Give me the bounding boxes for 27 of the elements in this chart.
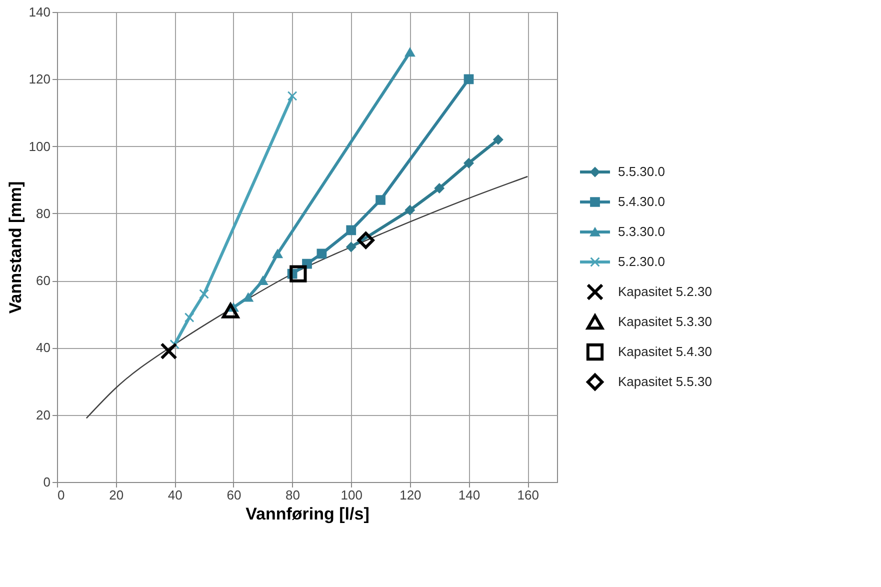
x-tick-label: 20 <box>109 488 124 502</box>
x-tick-label: 160 <box>517 488 539 502</box>
x-tick-label: 80 <box>286 488 300 502</box>
y-axis-title: Vannstand [mm] <box>6 181 25 314</box>
x-tick-label: 120 <box>400 488 422 502</box>
legend-label: 5.2.30.0 <box>618 254 665 269</box>
x-tick-label: 60 <box>226 488 242 502</box>
legend-label: 5.5.30.0 <box>618 164 665 179</box>
y-tick-label: 140 <box>28 4 50 20</box>
y-tick-label: 100 <box>28 138 50 154</box>
x-tick-label: 40 <box>168 488 182 502</box>
y-tick-label: 0 <box>43 474 50 490</box>
y-tick-label: 80 <box>36 206 50 221</box>
x-axis-title: Vannføring [l/s] <box>246 504 370 524</box>
x-tick-label: 140 <box>458 488 480 502</box>
y-tick-label: 40 <box>36 340 50 356</box>
x-tick-label: 100 <box>340 488 362 502</box>
legend-label: 5.4.30.0 <box>618 194 665 209</box>
legend-label: Kapasitet 5.3.30 <box>618 314 712 329</box>
legend-label: Kapasitet 5.4.30 <box>618 344 712 359</box>
x-tick-label: 0 <box>58 488 65 502</box>
legend-label: 5.3.30.0 <box>618 224 665 239</box>
y-tick-label: 120 <box>28 72 50 87</box>
legend-label: Kapasitet 5.2.30 <box>618 284 712 299</box>
legend-label: Kapasitet 5.5.30 <box>618 374 712 389</box>
y-tick-label: 20 <box>36 407 50 422</box>
y-tick-label: 60 <box>36 273 50 288</box>
